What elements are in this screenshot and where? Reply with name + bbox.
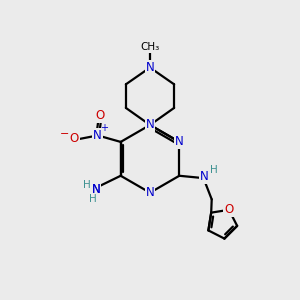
Text: −: − [59, 129, 69, 139]
Text: N: N [93, 129, 102, 142]
Text: CH₃: CH₃ [140, 42, 160, 52]
Text: H: H [89, 194, 97, 204]
Text: N: N [175, 135, 184, 148]
Text: N: N [92, 183, 100, 196]
Text: O: O [70, 133, 79, 146]
Text: H: H [82, 180, 90, 190]
Text: H: H [210, 165, 218, 175]
Text: +: + [100, 123, 108, 133]
Text: O: O [95, 109, 105, 122]
Text: N: N [146, 186, 154, 199]
Text: O: O [224, 203, 234, 216]
Text: N: N [146, 118, 154, 131]
Text: N: N [92, 183, 100, 196]
Text: N: N [146, 61, 154, 74]
Text: N: N [200, 170, 208, 183]
